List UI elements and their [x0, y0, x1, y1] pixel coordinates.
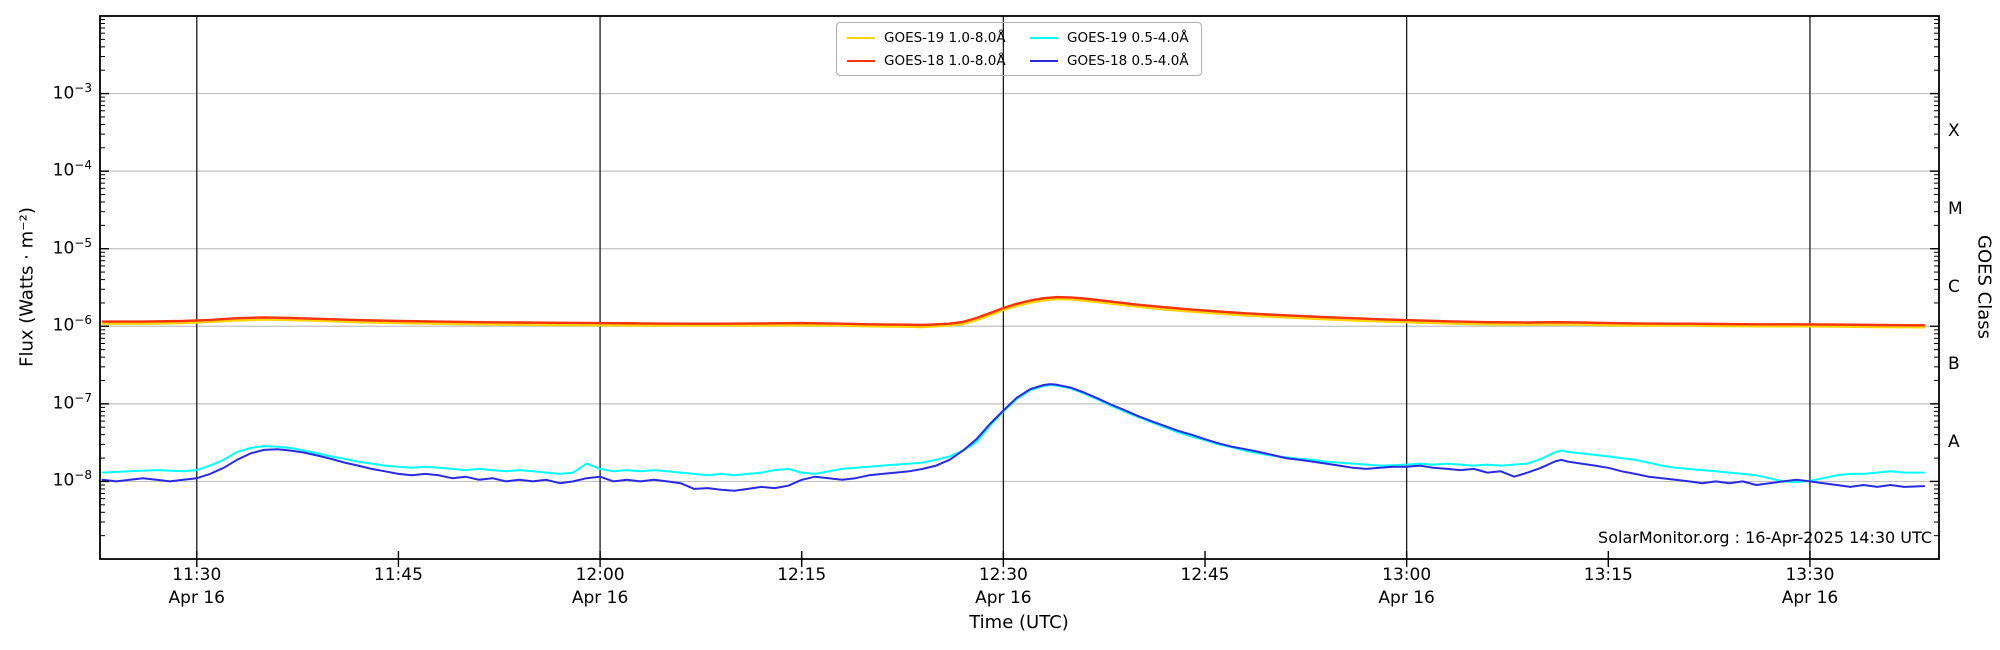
y-tick-label: 10−7 — [52, 390, 92, 414]
legend-line-swatch — [847, 59, 875, 62]
x-tick-label: 13:30 Apr 16 — [1781, 565, 1839, 608]
x-tick-label: 12:30 Apr 16 — [975, 565, 1032, 608]
y-axis-title: Flux (Watts · m⁻²) — [16, 207, 38, 367]
legend-line-swatch — [1030, 36, 1058, 39]
y-tick-label: 10−4 — [52, 158, 92, 181]
y-tick-label: 10−8 — [52, 468, 92, 492]
x-tick-label: 12:45 — [1180, 565, 1230, 585]
legend-item: GOES-18 0.5-4.0Å — [1030, 49, 1191, 72]
legend-line-swatch — [1030, 59, 1058, 62]
goes-class-label: C — [1948, 276, 1960, 297]
legend-item: GOES-18 1.0-8.0Å — [847, 49, 1008, 72]
goes-class-label: X — [1948, 121, 1960, 142]
x-tick-label: 13:00 Apr 16 — [1378, 565, 1435, 608]
legend-label: GOES-18 1.0-8.0Å — [884, 52, 1006, 69]
legend-line-swatch — [847, 36, 875, 39]
x-tick-label: 12:00 Apr 16 — [571, 565, 629, 608]
x-tick-label: 11:30 Apr 16 — [168, 565, 225, 608]
y-tick-label: 10−3 — [52, 80, 92, 104]
legend-label: GOES-19 0.5-4.0Å — [1067, 29, 1189, 46]
y-tick-label: 10−6 — [52, 313, 92, 336]
x-axis-title: Time (UTC) — [969, 612, 1069, 633]
goes-class-label: M — [1948, 198, 1963, 219]
right-axis-title: GOES Class — [1973, 235, 1995, 339]
legend: GOES-19 1.0-8.0Å GOES-18 1.0-8.0Å GOES-19 … — [836, 22, 1202, 76]
legend-label: GOES-19 1.0-8.0Å — [884, 29, 1006, 46]
goes-class-label: A — [1948, 431, 1960, 452]
y-tick-label: 10−5 — [52, 235, 92, 259]
legend-item: GOES-19 0.5-4.0Å — [1030, 26, 1191, 49]
goes-class-label: B — [1948, 354, 1960, 375]
watermark: SolarMonitor.org : 16-Apr-2025 14:30 UTC — [1598, 528, 1932, 547]
x-tick-label: 12:15 — [777, 565, 827, 585]
legend-label: GOES-18 0.5-4.0Å — [1067, 52, 1189, 69]
legend-item: GOES-19 1.0-8.0Å — [847, 26, 1008, 49]
x-tick-label: 13:15 — [1583, 565, 1633, 585]
x-tick-label: 11:45 — [373, 565, 423, 585]
